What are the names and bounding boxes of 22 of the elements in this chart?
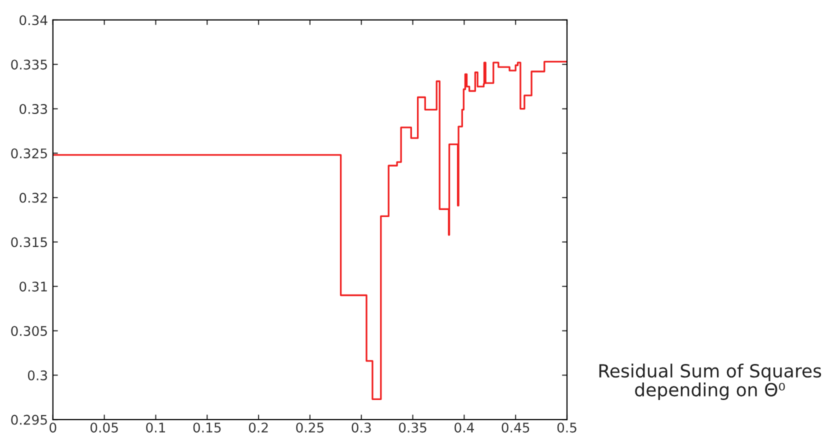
x-tick-label: 0 <box>50 422 56 433</box>
x-tick-label: 0.45 <box>502 422 530 433</box>
y-tick-label: 0.33 <box>20 104 47 114</box>
y-tick-label: 0.295 <box>11 414 47 425</box>
x-tick-label: 0.4 <box>454 422 474 433</box>
y-tick-label: 0.32 <box>20 192 47 203</box>
x-tick-label: 0.05 <box>90 422 118 433</box>
y-tick-label: 0.305 <box>11 326 47 336</box>
x-tick-label: 0.1 <box>146 422 166 433</box>
x-tick-label: 0.15 <box>193 422 221 433</box>
text: Residual Sum of Squares depending on Θ⁰ <box>599 364 822 400</box>
x-tick-label: 0.3 <box>352 422 371 433</box>
x-tick-label: 0.2 <box>248 422 268 433</box>
x-tick-label: 0.35 <box>398 422 426 433</box>
y-tick-label: 0.3 <box>28 370 47 380</box>
y-tick-label: 0.335 <box>11 60 47 70</box>
y-tick-label: 0.315 <box>11 237 47 248</box>
y-tick-label: 0.325 <box>11 148 47 158</box>
x-tick-label: 0.25 <box>296 422 324 433</box>
x-tick-label: 0.5 <box>557 422 576 433</box>
y-tick-label: 0.34 <box>20 15 48 26</box>
y-tick-label: 0.31 <box>20 282 47 292</box>
